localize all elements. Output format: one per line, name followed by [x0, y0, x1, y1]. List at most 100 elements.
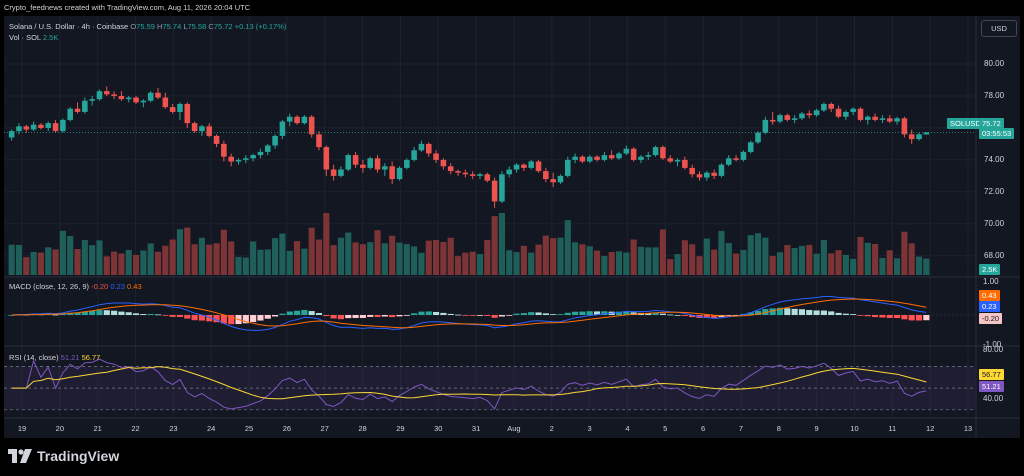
- candle-body: [565, 159, 571, 176]
- candle-body: [235, 159, 242, 162]
- volume-bar: [733, 253, 740, 275]
- time-axis-label: 2: [549, 424, 554, 433]
- rsi-pane: [4, 358, 975, 411]
- candle-body: [462, 172, 469, 175]
- volume-label[interactable]: Vol · SOL: [9, 33, 41, 42]
- volume-bar: [506, 250, 513, 275]
- volume-bar: [191, 244, 198, 275]
- candle-body: [674, 159, 681, 162]
- tradingview-logo[interactable]: TradingView: [8, 448, 119, 464]
- candle-body: [821, 103, 827, 111]
- symbol-name[interactable]: Solana / U.S. Dollar · 4h · Coinbase: [9, 22, 129, 31]
- macd-histogram-bar: [111, 310, 118, 315]
- macd-histogram-bar: [154, 314, 162, 316]
- candle-body: [447, 166, 454, 172]
- volume-bar: [272, 238, 279, 275]
- macd-histogram-bar: [418, 311, 425, 315]
- candle-body: [528, 161, 534, 168]
- change-value: +0.13 (+0.17%): [234, 22, 287, 31]
- volume-bar: [498, 213, 506, 275]
- volume-bar: [381, 243, 388, 275]
- time-axis-label: 13: [963, 424, 973, 433]
- candle-body: [469, 174, 476, 176]
- candle-body: [908, 134, 915, 140]
- time-axis-label: 6: [701, 424, 706, 433]
- candle-body: [330, 169, 337, 176]
- volume-bar: [798, 245, 806, 275]
- volume-bar: [652, 247, 659, 275]
- time-axis-label: 28: [358, 424, 367, 433]
- volume-bar: [550, 238, 557, 275]
- macd-histogram-bar: [667, 314, 674, 316]
- time-axis-label: 27: [320, 424, 329, 433]
- rsi-title[interactable]: RSI (14, close): [9, 353, 59, 362]
- volume-bar: [125, 249, 132, 275]
- candle-body: [689, 167, 695, 175]
- macd-histogram-bar: [798, 309, 806, 315]
- volume-bar: [469, 251, 476, 275]
- macd-histogram-bar: [681, 315, 688, 316]
- volume-bar: [535, 244, 542, 275]
- candle-body: [806, 113, 813, 116]
- rsi-value: 51.21: [60, 353, 80, 362]
- candle-body: [704, 172, 710, 178]
- high-label: H: [157, 22, 163, 31]
- volume-bar: [154, 251, 162, 275]
- volume-bar: [301, 248, 308, 275]
- candle-body: [396, 167, 403, 180]
- candle-body: [594, 156, 600, 160]
- volume-bar: [37, 252, 45, 275]
- macd-histogram-bar: [337, 315, 345, 320]
- volume-bar: [542, 235, 549, 275]
- volume-bar: [250, 241, 257, 275]
- macd-histogram-bar: [593, 311, 601, 315]
- candle-body: [367, 158, 373, 168]
- volume-bar: [564, 220, 571, 275]
- candle-body: [477, 174, 483, 176]
- time-axis-label: 8: [776, 424, 781, 433]
- macd-histogram-bar: [293, 310, 301, 315]
- candle-body: [279, 121, 286, 136]
- volume-bar: [293, 241, 301, 275]
- volume-bar: [630, 239, 637, 275]
- macd-histogram-bar: [711, 315, 718, 319]
- volume-bar: [893, 258, 901, 275]
- time-axis-label: 5: [663, 424, 668, 433]
- macd-title[interactable]: MACD (close, 12, 26, 9): [9, 282, 90, 291]
- candle-body: [696, 174, 703, 178]
- macd-histogram-bar: [615, 311, 623, 315]
- rsi-tag: 51.21: [979, 381, 1004, 392]
- symbol-tag: SOLUSD: [947, 118, 984, 129]
- candle-body: [813, 110, 820, 116]
- macd-histogram-bar: [125, 312, 132, 315]
- volume-bar: [132, 254, 140, 275]
- candle-body: [23, 126, 30, 130]
- macd-histogram-bar: [491, 315, 498, 318]
- macd-histogram-bar: [535, 312, 542, 315]
- time-axis-label: 29: [396, 424, 405, 433]
- candle-body: [769, 119, 776, 122]
- watermark: Crypto_feednews created with TradingView…: [4, 3, 251, 12]
- macd-histogram-bar: [184, 315, 191, 319]
- macd-histogram-bar: [762, 309, 769, 315]
- macd-histogram-bar: [242, 315, 249, 324]
- candle-body: [652, 147, 659, 156]
- volume-bar: [674, 254, 681, 275]
- macd-histogram-bar: [440, 312, 447, 315]
- candle-body: [8, 131, 15, 138]
- currency-button[interactable]: USD: [981, 20, 1017, 37]
- candle-body: [506, 169, 513, 175]
- candle-body: [550, 179, 556, 183]
- candle-body: [784, 115, 791, 120]
- time-axis-label: 12: [925, 424, 935, 433]
- macd-histogram-bar: [476, 315, 484, 316]
- candle-body: [660, 147, 666, 159]
- volume-bar: [8, 244, 15, 275]
- macd-histogram-bar: [411, 313, 418, 315]
- volume-legend: Vol · SOL 2.5K: [9, 33, 58, 42]
- macd-histogram-bar: [557, 314, 564, 315]
- volume-bar: [608, 251, 615, 275]
- volume-bar: [820, 240, 827, 275]
- macd-histogram-bar: [59, 314, 66, 315]
